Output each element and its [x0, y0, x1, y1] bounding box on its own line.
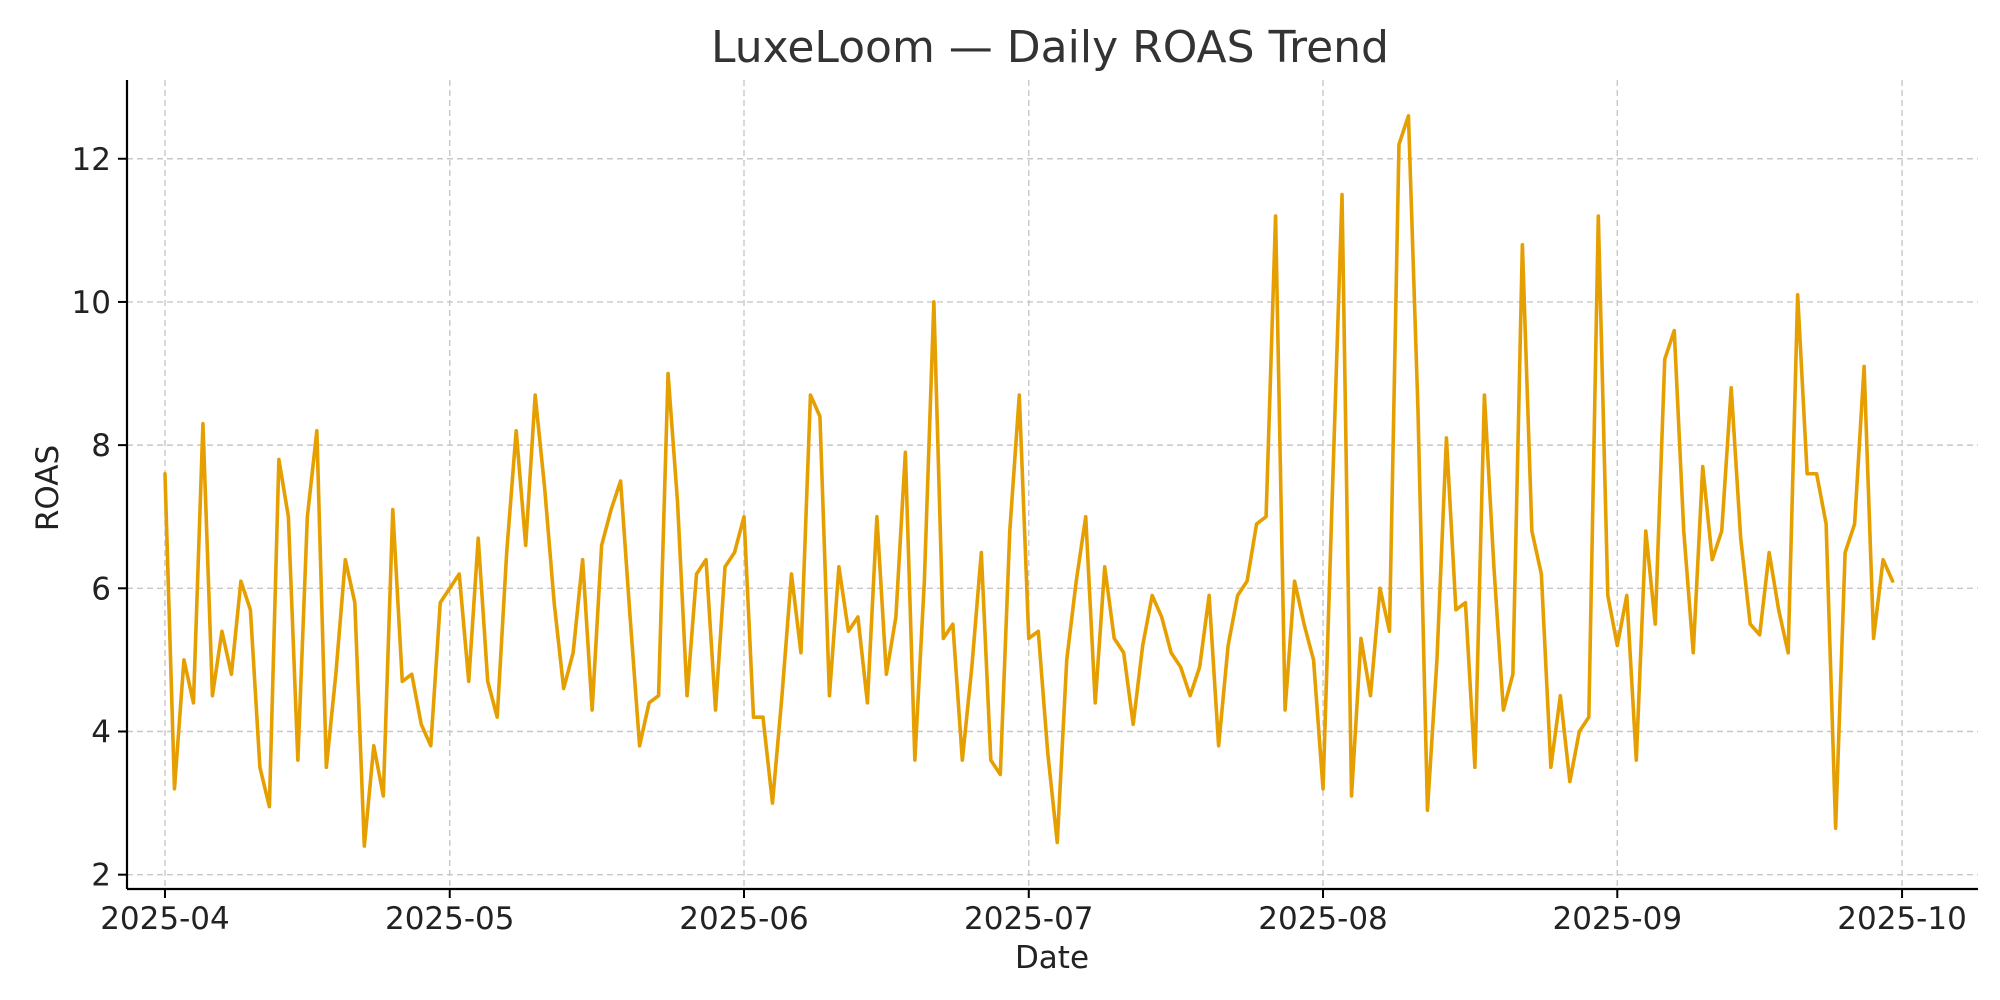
y-tick-label: 6 [91, 571, 111, 607]
x-tick-label: 2025-04 [100, 901, 230, 937]
y-tick-label: 10 [72, 285, 111, 321]
y-tick-label: 2 [91, 858, 111, 894]
roas-series-line [163, 114, 1895, 848]
series-layer [163, 114, 1895, 848]
grid [127, 80, 1978, 889]
x-tick-label: 2025-07 [964, 901, 1094, 937]
y-tick-label: 4 [91, 714, 111, 750]
x-axis: 2025-04 2025-05 2025-06 2025-07 2025-08 2025-… [100, 889, 1967, 937]
y-axis: 2 4 6 8 10 12 [72, 142, 127, 894]
x-tick-label: 2025-06 [679, 901, 809, 937]
y-tick-label: 8 [91, 428, 111, 464]
y-tick-label: 12 [72, 142, 111, 178]
x-axis-label: Date [1015, 940, 1089, 976]
x-tick-label: 2025-09 [1553, 901, 1683, 937]
chart-title: LuxeLoom — Daily ROAS Trend [711, 22, 1389, 73]
y-axis-label: ROAS [30, 445, 66, 531]
x-tick-label: 2025-05 [385, 901, 515, 937]
x-tick-label: 2025-10 [1837, 901, 1967, 937]
x-tick-label: 2025-08 [1258, 901, 1388, 937]
